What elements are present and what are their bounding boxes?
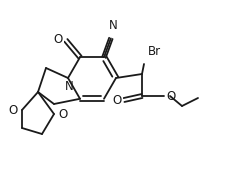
Text: O: O (9, 103, 18, 117)
Text: O: O (53, 33, 63, 46)
Text: O: O (165, 90, 175, 102)
Text: O: O (58, 107, 67, 120)
Text: N: N (108, 19, 117, 32)
Text: O: O (112, 93, 121, 107)
Text: Br: Br (147, 45, 160, 58)
Text: N: N (64, 80, 73, 92)
